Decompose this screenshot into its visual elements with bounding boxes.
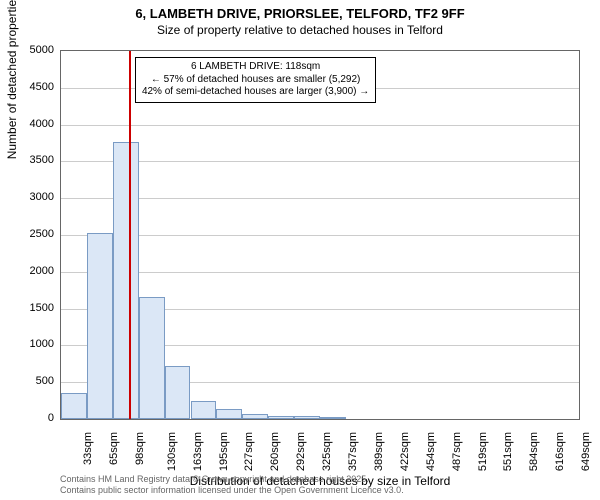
histogram-plot: 6 LAMBETH DRIVE: 118sqm← 57% of detached… bbox=[60, 50, 580, 420]
x-tick-label: 163sqm bbox=[192, 432, 204, 471]
histogram-bar bbox=[268, 416, 294, 419]
footer-line-2: Contains public sector information licen… bbox=[60, 485, 404, 496]
annotation-line: 42% of semi-detached houses are larger (… bbox=[142, 86, 369, 99]
histogram-bar bbox=[191, 401, 217, 419]
x-tick-label: 33sqm bbox=[82, 432, 94, 465]
histogram-bar bbox=[61, 393, 87, 419]
x-tick-label: 65sqm bbox=[108, 432, 120, 465]
y-tick-label: 4500 bbox=[14, 81, 54, 93]
y-tick-label: 3000 bbox=[14, 191, 54, 203]
x-tick-label: 260sqm bbox=[269, 432, 281, 471]
histogram-bar bbox=[139, 297, 165, 419]
histogram-bar bbox=[216, 409, 242, 419]
x-tick-label: 195sqm bbox=[218, 432, 230, 471]
y-tick-label: 2500 bbox=[14, 228, 54, 240]
histogram-bar bbox=[294, 416, 320, 419]
x-tick-label: 649sqm bbox=[580, 432, 592, 471]
x-tick-label: 487sqm bbox=[451, 432, 463, 471]
histogram-bar bbox=[320, 417, 346, 419]
y-tick-label: 2000 bbox=[14, 265, 54, 277]
annotation-line: ← 57% of detached houses are smaller (5,… bbox=[142, 74, 369, 87]
y-tick-label: 1500 bbox=[14, 302, 54, 314]
gridline bbox=[61, 235, 579, 236]
annotation-box: 6 LAMBETH DRIVE: 118sqm← 57% of detached… bbox=[135, 57, 376, 103]
x-tick-label: 454sqm bbox=[425, 432, 437, 471]
page-subtitle: Size of property relative to detached ho… bbox=[0, 23, 600, 39]
x-tick-label: 227sqm bbox=[244, 432, 256, 471]
attribution-footer: Contains HM Land Registry data © Crown c… bbox=[60, 474, 404, 496]
x-tick-label: 357sqm bbox=[347, 432, 359, 471]
footer-line-1: Contains HM Land Registry data © Crown c… bbox=[60, 474, 404, 485]
gridline bbox=[61, 198, 579, 199]
y-tick-label: 0 bbox=[14, 412, 54, 424]
annotation-title: 6 LAMBETH DRIVE: 118sqm bbox=[142, 61, 369, 74]
y-tick-label: 1000 bbox=[14, 338, 54, 350]
gridline bbox=[61, 125, 579, 126]
gridline bbox=[61, 272, 579, 273]
y-tick-label: 500 bbox=[14, 375, 54, 387]
x-tick-label: 422sqm bbox=[399, 432, 411, 471]
histogram-bar bbox=[87, 233, 113, 419]
x-tick-label: 130sqm bbox=[166, 432, 178, 471]
y-tick-label: 4000 bbox=[14, 118, 54, 130]
x-tick-label: 98sqm bbox=[134, 432, 146, 465]
page-title: 6, LAMBETH DRIVE, PRIORSLEE, TELFORD, TF… bbox=[0, 0, 600, 23]
histogram-bar bbox=[165, 366, 191, 419]
y-tick-label: 3500 bbox=[14, 154, 54, 166]
x-tick-label: 389sqm bbox=[373, 432, 385, 471]
marker-line bbox=[129, 51, 131, 419]
x-tick-label: 584sqm bbox=[528, 432, 540, 471]
y-tick-label: 5000 bbox=[14, 44, 54, 56]
gridline bbox=[61, 161, 579, 162]
x-tick-label: 292sqm bbox=[295, 432, 307, 471]
histogram-bar bbox=[242, 414, 268, 419]
x-tick-label: 325sqm bbox=[321, 432, 333, 471]
x-tick-label: 551sqm bbox=[503, 432, 515, 471]
histogram-bar bbox=[113, 142, 139, 419]
x-tick-label: 616sqm bbox=[554, 432, 566, 471]
x-tick-label: 519sqm bbox=[477, 432, 489, 471]
y-axis-label: Number of detached properties bbox=[5, 0, 19, 159]
